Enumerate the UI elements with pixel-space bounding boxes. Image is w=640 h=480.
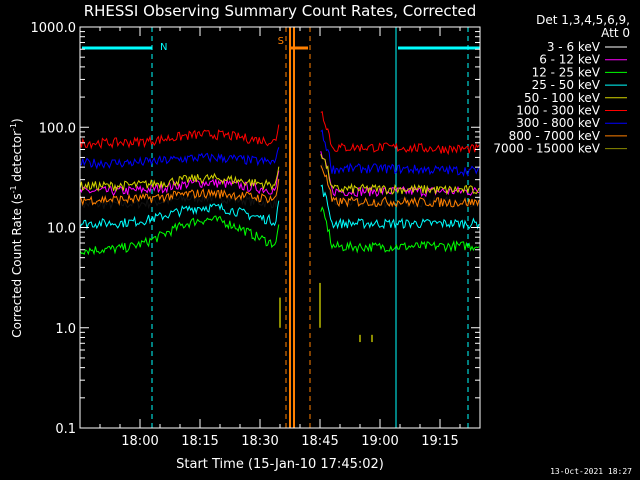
legend-label: 6 - 12 keV (539, 53, 601, 67)
x-tick-label: 18:15 (181, 434, 218, 449)
x-tick-label: 18:30 (241, 434, 278, 449)
series-line (79, 184, 480, 230)
chart-title: RHESSI Observing Summary Count Rates, Co… (84, 2, 477, 20)
x-tick-label: 18:45 (301, 434, 338, 449)
y-axis-label: Corrected Count Rate (s-1 detector-1) (9, 118, 24, 337)
y-tick-label: 1.0 (55, 322, 76, 337)
x-tick-label: 18:00 (121, 434, 158, 449)
y-tick-label: 1000.0 (31, 21, 77, 36)
legend-label: 800 - 7000 keV (509, 129, 601, 143)
y-axis-label-main: Corrected Count Rate (s (10, 193, 24, 337)
y-axis-label-sup1: -1 (9, 185, 18, 193)
legend-label: 300 - 800 keV (516, 116, 600, 130)
y-axis-label-mid: detector (10, 131, 24, 186)
series-line (79, 165, 480, 208)
y-tick-label: 0.1 (55, 422, 76, 437)
series-line (79, 129, 480, 178)
x-axis-label: Start Time (15-Jan-10 17:45:02) (176, 457, 384, 472)
y-tick-label: 10.0 (47, 222, 76, 237)
y-axis-label-sup2: -1 (9, 123, 18, 131)
axes: 0.1 1.0 10.0 100.0 1000.0 18:00 18:15 18:30 18:4… (31, 21, 481, 449)
flag-label: S (278, 36, 284, 47)
y-tick-label: 100.0 (39, 121, 76, 136)
series-line (79, 110, 480, 156)
render-timestamp: 13-Oct-2021 18:27 (550, 467, 632, 476)
x-tick-label: 19:00 (361, 434, 398, 449)
legend-header-detectors: Det 1,3,4,5,6,9, (536, 13, 630, 27)
series-line (79, 161, 480, 210)
x-tick-label: 19:15 (421, 434, 458, 449)
plot-area: NS (79, 27, 480, 428)
legend-label: 3 - 6 keV (547, 40, 601, 54)
series-line (79, 206, 480, 256)
legend-label: 100 - 300 keV (516, 104, 600, 118)
legend-label: 25 - 50 keV (532, 78, 601, 92)
legend-label: 50 - 100 keV (524, 91, 601, 105)
series-line (79, 153, 480, 196)
y-axis-label-end: ) (10, 118, 24, 123)
legend-label: 7000 - 15000 keV (493, 142, 600, 156)
legend-label: 12 - 25 keV (532, 65, 601, 79)
flag-label: N (160, 42, 167, 53)
legend-header-attenuator: Att 0 (601, 26, 630, 40)
